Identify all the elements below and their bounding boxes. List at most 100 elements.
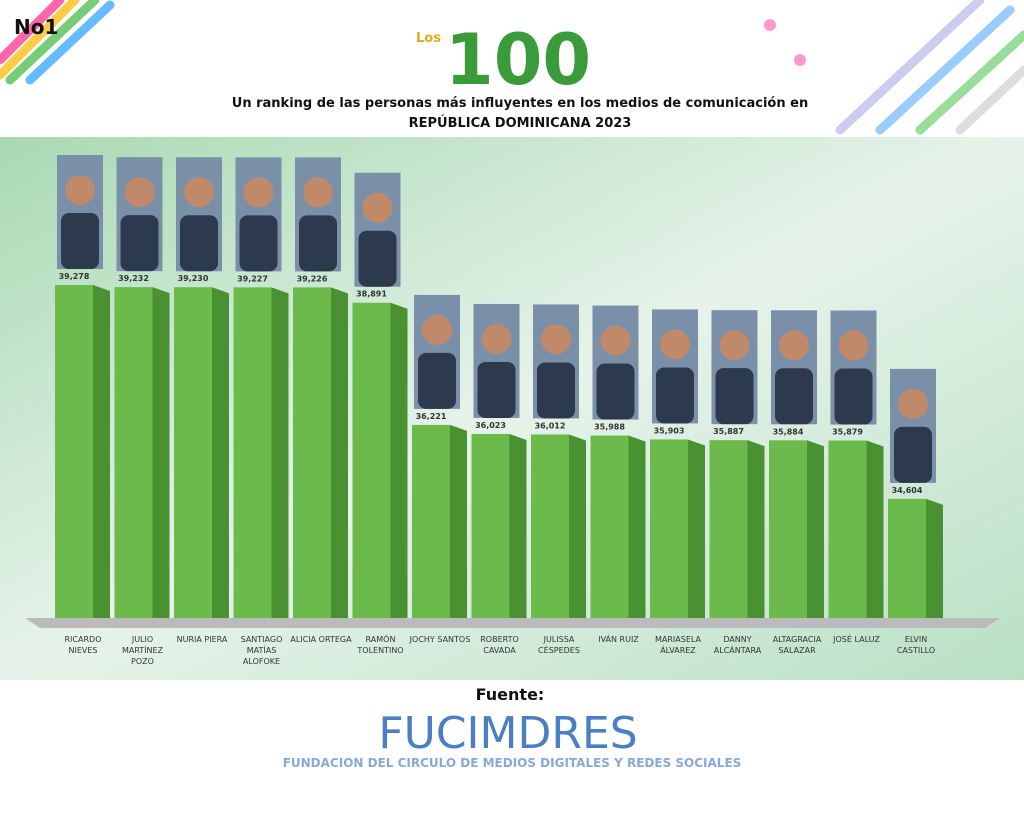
photo-body: [596, 363, 635, 420]
photo-head: [600, 325, 631, 356]
x-tick-label: MARIASELA ÁLVAREZ: [654, 635, 701, 655]
photo-body: [477, 361, 516, 418]
photo: [295, 157, 341, 272]
value-label: 35,903: [654, 426, 685, 435]
photo-body: [715, 368, 754, 425]
bar-side: [152, 287, 170, 618]
bar-side: [569, 434, 586, 618]
x-tick-label: ROBERTO CAVADA: [480, 635, 519, 655]
value-label: 35,887: [713, 427, 744, 436]
badge: No1: [14, 15, 58, 39]
value-label: 36,221: [416, 412, 447, 421]
x-tick-label: RAMÓN TOLENTINO: [357, 635, 404, 655]
bar-side: [271, 287, 289, 618]
photo-head: [898, 388, 928, 419]
photo: [771, 310, 817, 425]
photo-head: [779, 330, 809, 361]
x-tick-label: DANNY ALCÁNTARA: [713, 635, 762, 655]
photo-head: [838, 330, 869, 361]
bar: [293, 287, 331, 618]
photo-body: [834, 368, 873, 425]
bar: [471, 433, 510, 618]
bar-side: [331, 287, 348, 618]
bar: [531, 434, 569, 618]
x-tick-label: IVÁN RUIZ: [598, 635, 639, 644]
stripes: [0, 0, 1024, 135]
bar: [114, 287, 153, 618]
photo: [890, 368, 936, 483]
photo-head: [422, 314, 452, 345]
bar: [55, 285, 93, 618]
value-label: 39,226: [297, 274, 328, 283]
photo: [176, 157, 222, 272]
bar: [233, 287, 272, 618]
x-tick-label: JOCHY SANTOS: [409, 635, 471, 644]
logo-small: Los: [416, 31, 441, 46]
photo-head: [541, 324, 571, 355]
bar-side: [866, 440, 884, 618]
value-label: 35,884: [773, 427, 804, 436]
value-label: 36,012: [535, 421, 566, 430]
x-tick-label: ALTAGRACIA SALAZAR: [772, 635, 822, 655]
photo-head: [481, 323, 512, 354]
logo-big: 100: [445, 19, 591, 101]
photo-head: [719, 330, 750, 361]
bar: [709, 440, 748, 618]
value-label: 39,278: [59, 272, 90, 281]
photo: [533, 304, 579, 419]
photo-head: [362, 192, 393, 223]
photo-head: [243, 177, 274, 208]
photo: [652, 309, 698, 424]
floor: [25, 618, 1000, 628]
bar: [888, 498, 926, 618]
bar-side: [628, 435, 646, 618]
photo-body: [894, 426, 932, 483]
photo-body: [180, 215, 218, 272]
photo-head: [65, 175, 95, 206]
x-tick-label: JULISSA CÉSPEDES: [538, 635, 580, 655]
photo: [830, 310, 877, 425]
x-tick-label: NURIA PIERA: [176, 635, 228, 644]
bar-side: [688, 439, 705, 618]
bar: [650, 439, 688, 618]
x-tick-label: ALICIA ORTEGA: [290, 635, 352, 644]
bar: [174, 287, 212, 618]
photo-body: [61, 213, 99, 270]
photo: [354, 172, 401, 287]
photo: [473, 303, 520, 418]
value-label: 36,023: [475, 421, 506, 430]
bar-side: [450, 424, 467, 618]
photo-head: [124, 177, 155, 208]
subtitle: REPÚBLICA DOMINICANA 2023: [409, 115, 632, 131]
photo-body: [775, 368, 813, 425]
value-label: 35,988: [594, 423, 625, 432]
source-label: Fuente:: [476, 685, 545, 704]
photo: [592, 305, 639, 420]
value-label: 34,604: [892, 486, 923, 495]
photo-body: [120, 215, 159, 272]
x-tick-label: JULIO MARTÍNEZ POZO: [121, 635, 164, 666]
photo-body: [358, 230, 397, 287]
photo: [235, 157, 282, 272]
value-label: 39,230: [178, 274, 209, 283]
value-label: 35,879: [832, 428, 863, 437]
value-label: 38,891: [356, 290, 387, 299]
photo: [57, 155, 103, 270]
bar-side: [747, 440, 765, 618]
photo-head: [184, 177, 214, 208]
source-name: FUCIMDRES: [378, 708, 637, 759]
bar: [352, 302, 391, 618]
bar: [769, 440, 807, 618]
x-tick-label: RICARDO NIEVES: [64, 635, 102, 655]
source-full: FUNDACION DEL CIRCULO DE MEDIOS DIGITALE…: [283, 756, 742, 770]
photo-head: [303, 177, 333, 208]
photo: [116, 157, 163, 272]
bar-side: [509, 433, 527, 618]
photo-body: [656, 367, 694, 424]
bar: [590, 435, 629, 618]
bar: [828, 440, 867, 618]
photo: [711, 310, 758, 425]
value-label: 39,227: [237, 274, 268, 283]
